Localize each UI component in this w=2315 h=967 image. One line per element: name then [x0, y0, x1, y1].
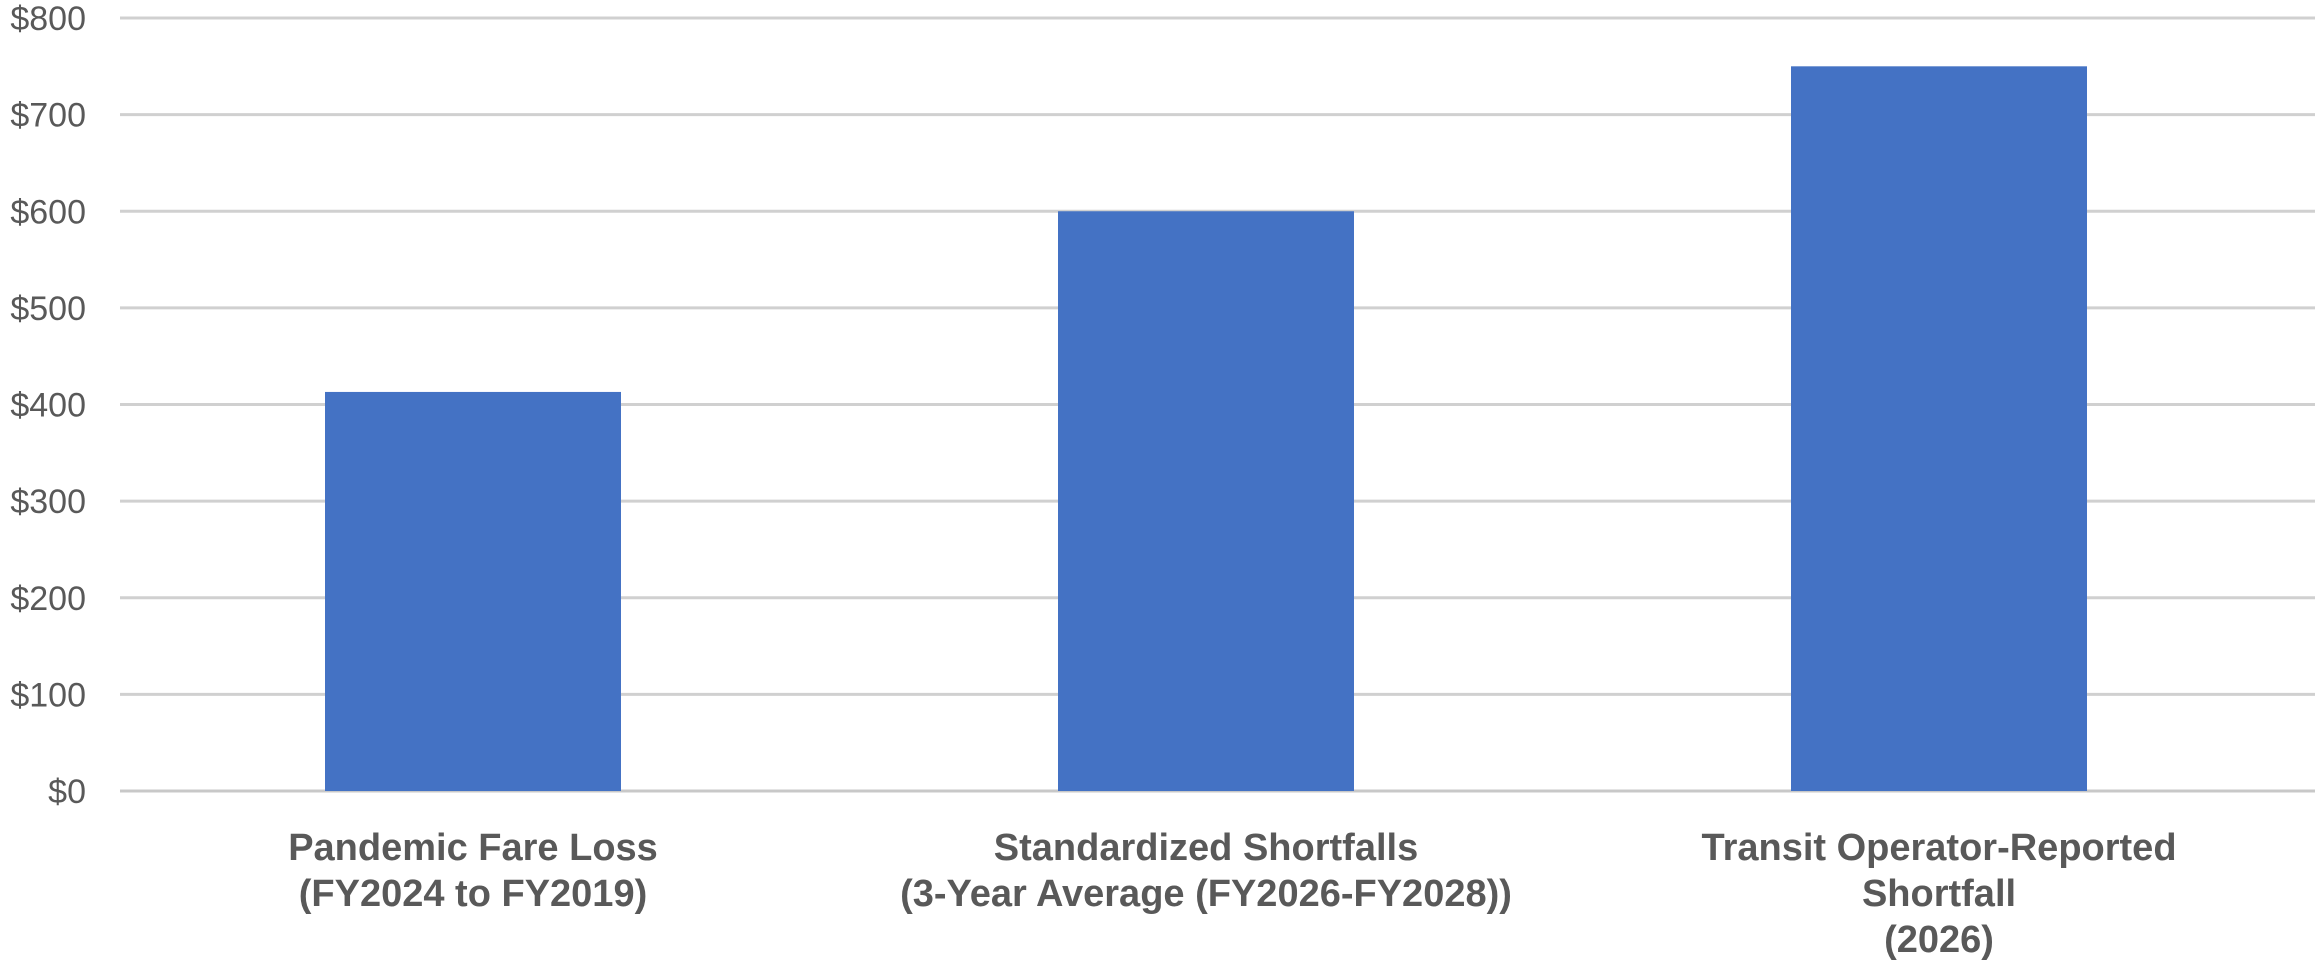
category-label-line: Standardized Shortfalls: [994, 827, 1418, 869]
y-tick-label: $300: [10, 483, 86, 521]
y-tick-label: $400: [10, 387, 86, 425]
category-label-line: Transit Operator-Reported: [1701, 827, 2176, 869]
category-label-line: Pandemic Fare Loss: [288, 827, 658, 869]
category-label-line: (FY2024 to FY2019): [299, 873, 647, 915]
y-tick-label: $800: [10, 0, 86, 38]
y-tick-label: $700: [10, 97, 86, 135]
bar: [1058, 211, 1354, 791]
category-label: Standardized Shortfalls (3-Year Average (…: [900, 827, 1512, 915]
x-axis-category-labels: Pandemic Fare Loss (FY2024 to FY2019) Stan…: [288, 827, 2176, 961]
y-tick-label: $200: [10, 580, 86, 618]
y-tick-label: $500: [10, 290, 86, 328]
y-axis-tick-labels: $0 $100 $200 $300 $400 $500 $600 $700 $800: [10, 0, 86, 811]
category-label-line: Shortfall: [1862, 873, 2016, 915]
bars: [325, 66, 2087, 791]
bar: [325, 391, 621, 791]
category-label-line: (3-Year Average (FY2026-FY2028)): [900, 873, 1512, 915]
y-tick-label: $600: [10, 193, 86, 231]
category-label: Pandemic Fare Loss (FY2024 to FY2019): [288, 827, 658, 915]
bar: [1791, 66, 2087, 791]
category-label: Transit Operator-Reported Shortfall (2026): [1701, 827, 2176, 961]
y-tick-label: $0: [48, 773, 86, 811]
category-label-line: (2026): [1884, 919, 1994, 961]
y-tick-label: $100: [10, 676, 86, 714]
